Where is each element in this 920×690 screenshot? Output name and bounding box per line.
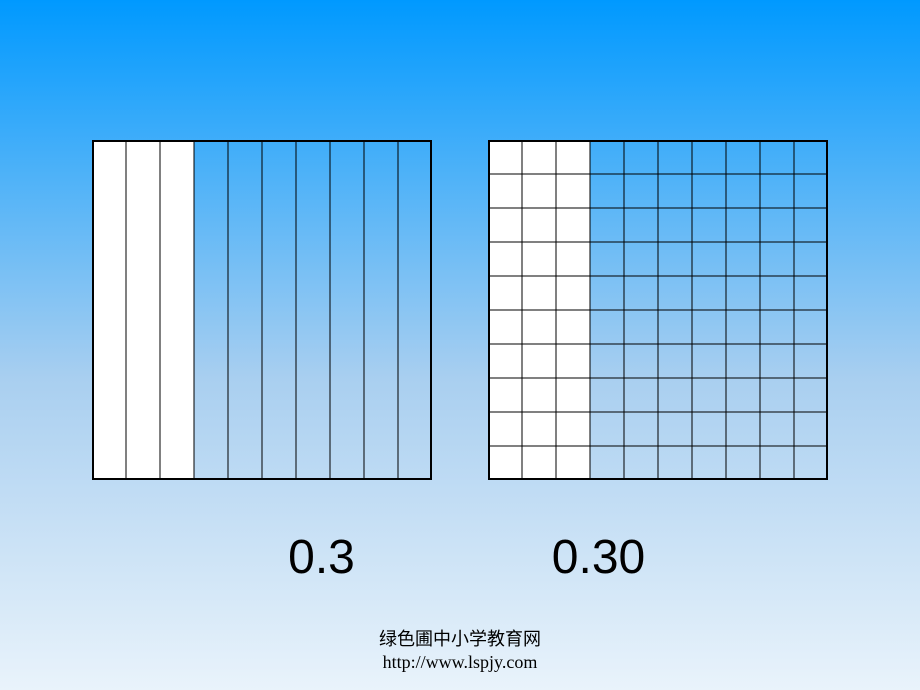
grid-hundredths xyxy=(488,140,828,480)
grid-tenths xyxy=(92,140,432,480)
footer-line1: 绿色圃中小学教育网 xyxy=(0,628,920,651)
label-hundredths: 0.30 xyxy=(505,530,692,585)
footer-line2: http://www.lspjy.com xyxy=(0,651,920,674)
label-tenths: 0.3 xyxy=(228,530,415,585)
grids-row xyxy=(0,140,920,480)
footer: 绿色圃中小学教育网 http://www.lspjy.com xyxy=(0,628,920,673)
slide-stage: 0.3 0.30 绿色圃中小学教育网 http://www.lspjy.com xyxy=(0,0,920,690)
labels-row: 0.3 0.30 xyxy=(0,530,920,585)
